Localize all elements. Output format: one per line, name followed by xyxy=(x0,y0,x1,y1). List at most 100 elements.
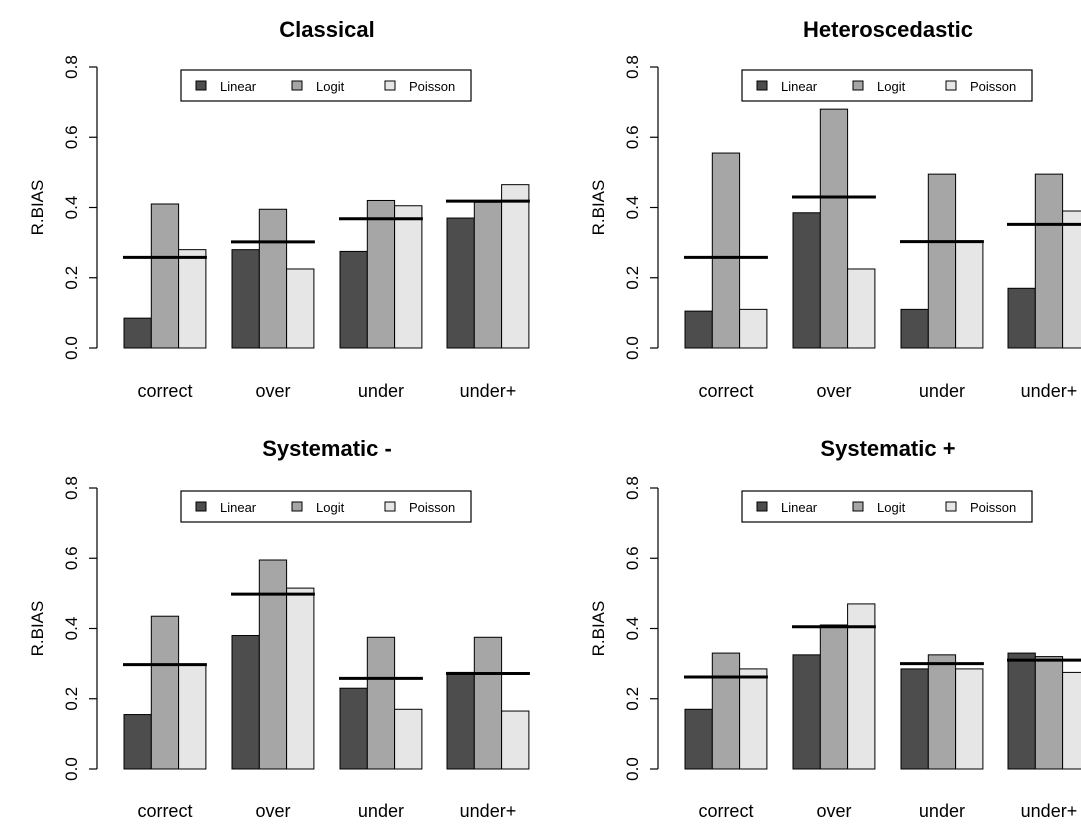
y-axis-label: R.BIAS xyxy=(28,601,47,657)
bar-logit-under-plus xyxy=(473,636,503,770)
y-tick-label: 0.4 xyxy=(623,196,642,220)
y-tick-label: 0.6 xyxy=(62,546,81,570)
legend-swatch-logit xyxy=(291,80,303,91)
bar-poisson-correct xyxy=(739,308,768,349)
legend-label-poisson: Poisson xyxy=(409,500,455,515)
bar-logit-correct xyxy=(711,152,741,349)
category-label: under xyxy=(358,801,404,821)
bar-logit-over xyxy=(819,624,849,770)
legend-label-poisson: Poisson xyxy=(970,79,1016,94)
chart-panel-1: Heteroscedastic 0.0 0.2 0.4 0.6 0.8 R.BIAS corr… xyxy=(589,17,1081,401)
legend-box xyxy=(741,490,1033,523)
bar-linear-correct xyxy=(684,310,713,349)
bar-linear-over xyxy=(231,635,260,770)
y-tick-label: 0.2 xyxy=(623,687,642,711)
category-label: correct xyxy=(137,801,192,821)
legend-label-linear: Linear xyxy=(220,79,257,94)
y-tick-label: 0.4 xyxy=(62,617,81,641)
legend-label-logit: Logit xyxy=(316,500,345,515)
bar-poisson-under-plus xyxy=(501,710,530,770)
chart-title: Systematic + xyxy=(820,436,955,461)
bar-poisson-over xyxy=(847,603,876,770)
bar-linear-over xyxy=(231,249,260,349)
y-tick-label: 0.8 xyxy=(623,55,642,79)
chart-title: Systematic - xyxy=(262,436,392,461)
y-axis-label: R.BIAS xyxy=(589,180,608,236)
legend-label-linear: Linear xyxy=(220,500,257,515)
category-label: under xyxy=(358,381,404,401)
legend-label-logit: Logit xyxy=(877,79,906,94)
legend-label-linear: Linear xyxy=(781,500,818,515)
bar-linear-correct xyxy=(123,317,152,349)
bar-logit-under xyxy=(366,199,396,349)
legend-box xyxy=(741,69,1033,102)
chart-panel-0: Classical 0.0 0.2 0.4 0.6 0.8 R.BIAS correct ove… xyxy=(28,17,530,401)
bar-poisson-over xyxy=(286,268,315,349)
bar-poisson-under xyxy=(394,205,423,349)
y-tick-label: 0.6 xyxy=(623,546,642,570)
legend-label-poisson: Poisson xyxy=(409,79,455,94)
bar-linear-under xyxy=(339,250,368,349)
bar-logit-over xyxy=(819,108,849,349)
y-tick-label: 0.4 xyxy=(623,617,642,641)
legend-label-logit: Logit xyxy=(877,500,906,515)
chart-panel-3: Systematic + 0.0 0.2 0.4 0.6 0.8 R.BIAS correct… xyxy=(589,436,1081,821)
bar-logit-over xyxy=(258,559,288,770)
legend-swatch-logit xyxy=(852,501,864,512)
bar-logit-correct xyxy=(711,652,741,770)
y-axis-label: R.BIAS xyxy=(589,601,608,657)
bar-poisson-under xyxy=(394,708,423,770)
y-tick-label: 0.0 xyxy=(62,336,81,360)
chart-panel-2: Systematic - 0.0 0.2 0.4 0.6 0.8 R.BIAS correct… xyxy=(28,436,530,821)
bar-poisson-under-plus xyxy=(1062,210,1081,349)
legend-swatch-poisson xyxy=(945,80,957,91)
category-label: under+ xyxy=(1021,801,1078,821)
legend-label-linear: Linear xyxy=(781,79,818,94)
category-label: correct xyxy=(698,801,753,821)
legend-swatch-logit xyxy=(291,501,303,512)
bar-logit-correct xyxy=(150,203,180,349)
category-label: over xyxy=(816,801,851,821)
category-label: correct xyxy=(698,381,753,401)
bar-poisson-over xyxy=(847,268,876,349)
bar-poisson-correct xyxy=(178,249,207,349)
bar-linear-under xyxy=(900,668,929,770)
chart-title: Heteroscedastic xyxy=(803,17,973,42)
y-tick-label: 0.2 xyxy=(62,266,81,290)
legend-label-logit: Logit xyxy=(316,79,345,94)
bar-poisson-under-plus xyxy=(1062,671,1081,770)
bar-linear-under-plus xyxy=(446,217,475,349)
bar-poisson-correct xyxy=(178,664,207,770)
bar-logit-over xyxy=(258,208,288,349)
y-tick-label: 0.0 xyxy=(623,757,642,781)
y-axis-label: R.BIAS xyxy=(28,180,47,236)
bar-linear-over xyxy=(792,654,821,770)
y-tick-label: 0.8 xyxy=(62,476,81,500)
category-label: over xyxy=(255,381,290,401)
y-tick-label: 0.8 xyxy=(62,55,81,79)
y-tick-label: 0.0 xyxy=(62,757,81,781)
legend-swatch-poisson xyxy=(945,501,957,512)
bar-linear-over xyxy=(792,212,821,349)
bar-logit-under xyxy=(366,636,396,770)
category-label: under xyxy=(919,381,965,401)
legend-swatch-linear xyxy=(195,501,207,512)
bar-poisson-correct xyxy=(739,668,768,770)
legend-box xyxy=(180,69,472,102)
y-tick-label: 0.6 xyxy=(623,125,642,149)
bar-poisson-under xyxy=(955,668,984,770)
bar-logit-under xyxy=(927,654,957,770)
category-label: correct xyxy=(137,381,192,401)
y-tick-label: 0.4 xyxy=(62,196,81,220)
legend-label-poisson: Poisson xyxy=(970,500,1016,515)
bar-logit-under-plus xyxy=(1034,173,1064,349)
bar-poisson-under xyxy=(955,240,984,349)
bar-linear-under-plus xyxy=(446,671,475,770)
y-tick-label: 0.8 xyxy=(623,476,642,500)
legend-swatch-linear xyxy=(756,501,768,512)
legend-swatch-logit xyxy=(852,80,864,91)
legend-swatch-poisson xyxy=(384,501,396,512)
legend-box xyxy=(180,490,472,523)
